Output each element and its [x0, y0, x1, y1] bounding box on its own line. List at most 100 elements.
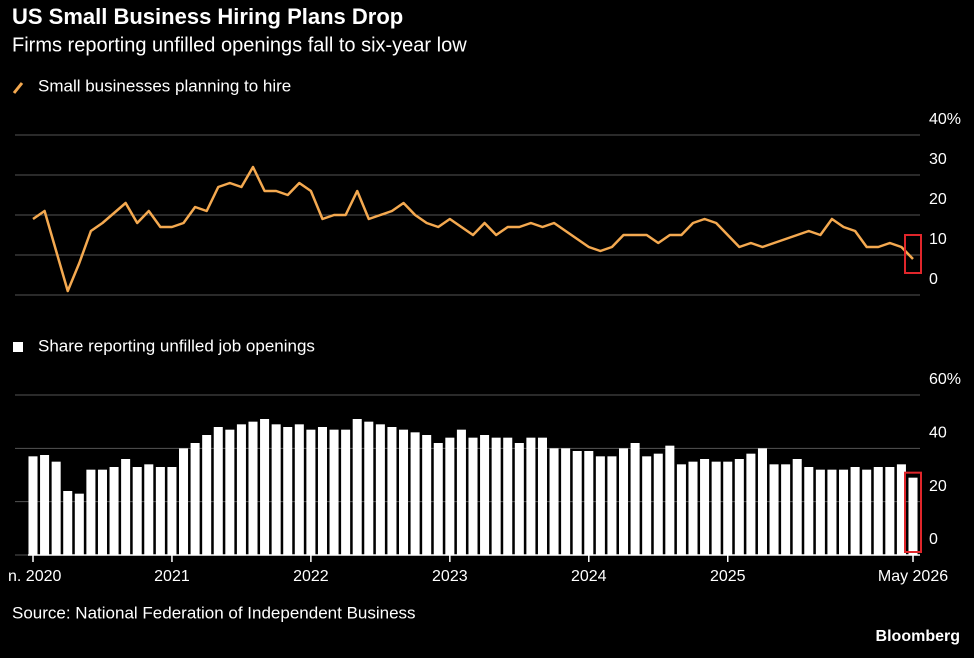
bar — [74, 493, 84, 555]
bar — [873, 467, 883, 555]
bar — [202, 435, 212, 555]
y-tick-label: 20 — [929, 478, 947, 495]
x-tick-label: 2021 — [154, 568, 190, 585]
bar — [306, 429, 316, 555]
bar — [769, 464, 779, 555]
bar — [144, 464, 154, 555]
highlight-box — [904, 234, 922, 274]
bar — [109, 467, 119, 555]
bar — [537, 437, 547, 555]
bar — [283, 427, 293, 555]
x-tick-label: 2022 — [293, 568, 329, 585]
bar — [317, 427, 327, 555]
y-tick-label: 10 — [929, 231, 947, 248]
chart-title: US Small Business Hiring Plans Drop — [12, 4, 403, 29]
bar — [908, 477, 918, 555]
legend-icon — [13, 342, 23, 352]
line — [32, 165, 914, 293]
bar — [213, 427, 223, 555]
bar — [456, 429, 466, 555]
bar — [850, 467, 860, 555]
bar — [584, 451, 594, 555]
bar — [630, 443, 640, 555]
bar — [607, 456, 617, 555]
bar — [433, 443, 443, 555]
bar — [839, 469, 849, 555]
bar — [688, 461, 698, 555]
y-tick-label: 30 — [929, 151, 947, 168]
bar — [155, 467, 165, 555]
bar — [676, 464, 686, 555]
bar — [561, 448, 571, 555]
bar — [700, 459, 710, 555]
bar — [63, 491, 73, 555]
bar — [804, 467, 814, 555]
bar — [642, 456, 652, 555]
bar — [28, 456, 38, 555]
bar — [236, 424, 246, 555]
y-tick-label: 0 — [929, 531, 938, 548]
bar — [445, 437, 455, 555]
highlight-box — [904, 471, 922, 553]
y-tick-label: 0 — [929, 271, 938, 288]
bar — [653, 453, 663, 555]
bar — [121, 459, 131, 555]
bar — [665, 445, 675, 555]
y-tick-label: 60% — [929, 371, 961, 388]
bar — [132, 467, 142, 555]
bar — [225, 429, 235, 555]
bar — [896, 464, 906, 555]
bar — [260, 419, 270, 555]
bar — [399, 429, 409, 555]
x-tick-label: May 2026 — [878, 568, 948, 585]
chart-subtitle: Firms reporting unfilled openings fall t… — [12, 34, 467, 56]
bar — [248, 421, 258, 555]
bar — [862, 469, 872, 555]
bar — [514, 443, 524, 555]
bar — [51, 461, 61, 555]
bar — [480, 435, 490, 555]
bar — [40, 455, 50, 555]
bar — [723, 461, 733, 555]
bar — [468, 437, 478, 555]
bar — [792, 459, 802, 555]
y-tick-label: 20 — [929, 191, 947, 208]
x-tick-label: 2024 — [571, 568, 607, 585]
y-tick-label: 40 — [929, 425, 947, 442]
bar — [491, 437, 501, 555]
bar — [179, 448, 189, 555]
bar — [746, 453, 756, 555]
legend-label: Small businesses planning to hire — [38, 76, 291, 95]
bar — [827, 469, 837, 555]
bar — [885, 467, 895, 555]
bar — [595, 456, 605, 555]
bar — [167, 467, 177, 555]
bar — [387, 427, 397, 555]
bar — [329, 429, 339, 555]
legend-label: Share reporting unfilled job openings — [38, 336, 315, 355]
x-tick-label: 2025 — [710, 568, 746, 585]
source: Source: National Federation of Independe… — [12, 603, 416, 622]
bar — [757, 448, 767, 555]
bar — [781, 464, 791, 555]
bar — [364, 421, 374, 555]
bar — [503, 437, 513, 555]
bar — [815, 469, 825, 555]
bar — [341, 429, 351, 555]
x-tick-label: n. 2020 — [8, 568, 61, 585]
bar — [190, 443, 200, 555]
bar — [86, 469, 96, 555]
x-tick-label: 2023 — [432, 568, 468, 585]
legend-icon — [12, 82, 24, 94]
bar — [711, 461, 721, 555]
bar — [410, 432, 420, 555]
bar — [352, 419, 362, 555]
y-tick-label: 40% — [929, 111, 961, 128]
bar — [572, 451, 582, 555]
credit: Bloomberg — [876, 628, 960, 645]
bar — [271, 424, 281, 555]
bar — [734, 459, 744, 555]
bar — [549, 448, 559, 555]
bar — [375, 424, 385, 555]
